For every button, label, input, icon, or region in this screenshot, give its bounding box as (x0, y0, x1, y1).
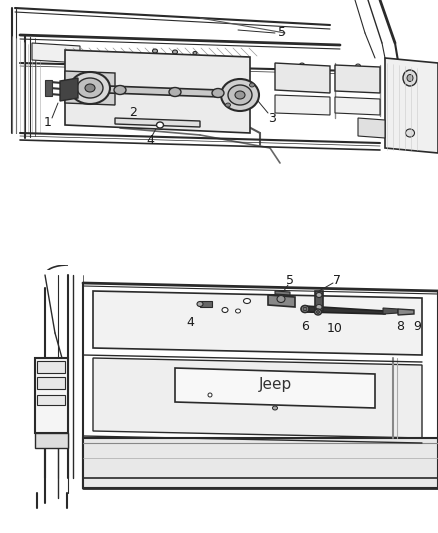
Ellipse shape (317, 311, 319, 313)
Ellipse shape (303, 307, 307, 311)
Text: 5: 5 (286, 274, 294, 287)
Ellipse shape (70, 72, 110, 104)
Ellipse shape (197, 302, 203, 306)
Ellipse shape (114, 85, 126, 94)
Text: 6: 6 (301, 320, 309, 334)
Polygon shape (83, 438, 438, 488)
Polygon shape (275, 291, 290, 295)
Text: 8: 8 (396, 319, 404, 333)
Polygon shape (383, 308, 398, 314)
Polygon shape (305, 306, 385, 314)
Polygon shape (45, 80, 52, 96)
Ellipse shape (222, 308, 228, 312)
Text: 4: 4 (186, 317, 194, 329)
Bar (37, 377, 65, 389)
Ellipse shape (403, 70, 417, 86)
Bar (200, 301, 212, 307)
Ellipse shape (236, 309, 240, 313)
Ellipse shape (173, 50, 177, 54)
Bar (37, 361, 65, 373)
Polygon shape (275, 95, 330, 115)
Polygon shape (93, 358, 422, 438)
Polygon shape (0, 270, 438, 533)
Polygon shape (35, 358, 68, 433)
Polygon shape (35, 433, 68, 448)
Ellipse shape (272, 406, 278, 410)
Polygon shape (335, 65, 380, 93)
Ellipse shape (193, 52, 197, 54)
Text: 10: 10 (327, 322, 343, 335)
Polygon shape (115, 118, 200, 127)
Polygon shape (385, 58, 438, 153)
Ellipse shape (156, 122, 163, 128)
Ellipse shape (244, 298, 251, 303)
Polygon shape (0, 0, 438, 265)
Polygon shape (65, 50, 250, 133)
Polygon shape (60, 78, 78, 101)
Text: 9: 9 (413, 319, 421, 333)
Polygon shape (315, 291, 323, 311)
Text: 7: 7 (333, 273, 341, 287)
Ellipse shape (316, 293, 322, 297)
Polygon shape (335, 97, 380, 115)
Ellipse shape (300, 63, 304, 67)
Polygon shape (32, 43, 80, 63)
Ellipse shape (208, 393, 212, 397)
Polygon shape (358, 118, 385, 138)
Polygon shape (175, 368, 375, 408)
Ellipse shape (77, 78, 103, 98)
Text: 3: 3 (268, 111, 276, 125)
Ellipse shape (169, 87, 181, 96)
Ellipse shape (221, 79, 259, 111)
Ellipse shape (152, 49, 158, 53)
Ellipse shape (228, 85, 252, 105)
Ellipse shape (226, 103, 230, 107)
Polygon shape (108, 86, 220, 97)
Ellipse shape (212, 88, 224, 98)
Ellipse shape (316, 304, 322, 310)
Text: 2: 2 (129, 107, 137, 119)
Text: 5: 5 (278, 27, 286, 39)
Text: Jeep: Jeep (258, 377, 292, 392)
Ellipse shape (235, 91, 245, 99)
Ellipse shape (407, 75, 413, 82)
Text: 1: 1 (44, 117, 52, 130)
Ellipse shape (406, 129, 414, 137)
Ellipse shape (85, 84, 95, 92)
Ellipse shape (250, 83, 254, 87)
Ellipse shape (301, 305, 309, 312)
Polygon shape (275, 63, 330, 93)
Polygon shape (65, 71, 115, 105)
Polygon shape (268, 295, 295, 307)
Bar (37, 395, 65, 405)
Text: 4: 4 (146, 134, 154, 148)
Polygon shape (93, 291, 422, 355)
Ellipse shape (356, 64, 360, 68)
Ellipse shape (277, 295, 285, 303)
Polygon shape (398, 309, 414, 315)
Ellipse shape (314, 309, 321, 315)
